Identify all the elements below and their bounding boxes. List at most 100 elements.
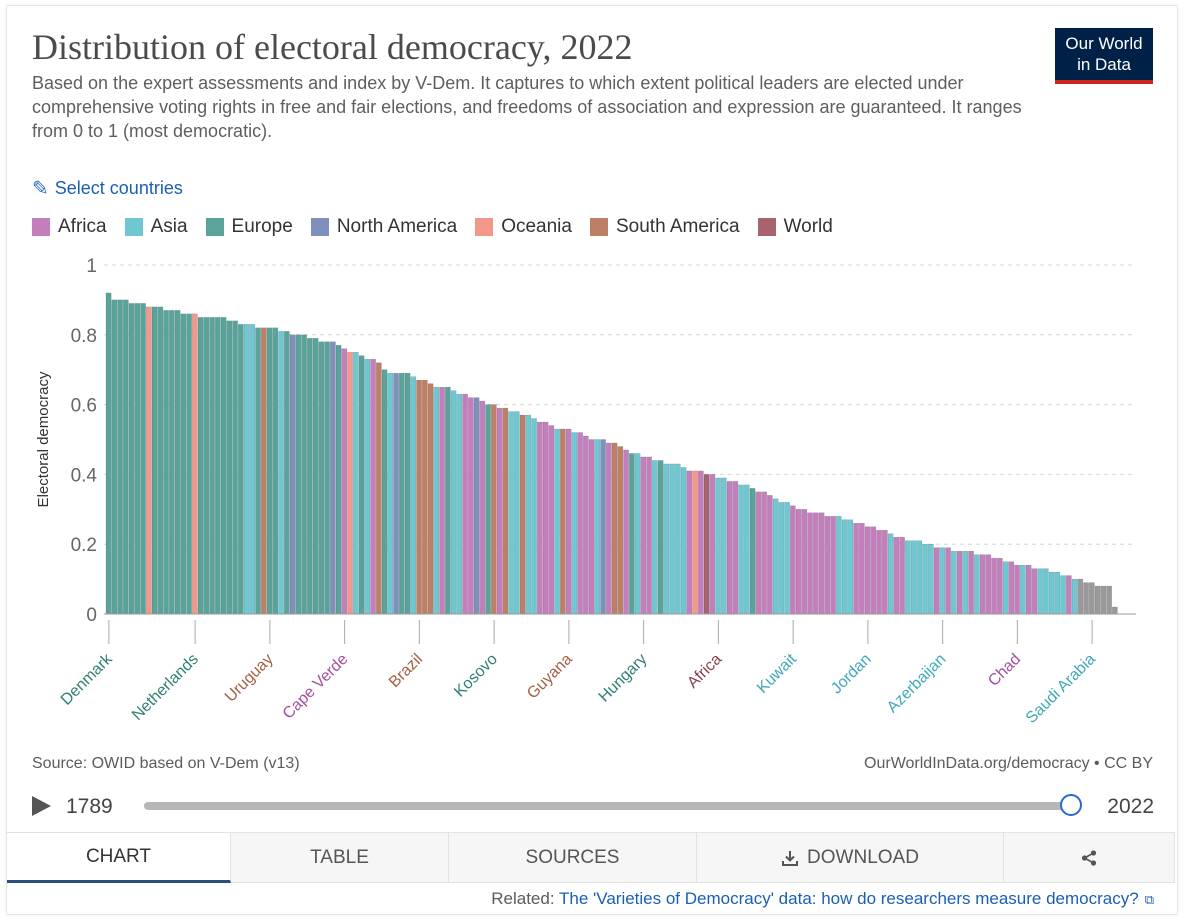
bar — [899, 537, 905, 615]
bar — [801, 509, 808, 615]
bar — [554, 428, 560, 615]
select-countries-button[interactable]: ✎ Select countries — [32, 176, 183, 201]
download-icon — [782, 850, 799, 866]
bar — [249, 324, 256, 615]
tab-chart[interactable]: CHART — [7, 833, 231, 883]
tab-sources[interactable]: SOURCES — [449, 833, 697, 883]
bar — [1048, 571, 1055, 615]
play-icon[interactable] — [32, 796, 51, 816]
bar — [692, 470, 698, 615]
legend-item-africa[interactable]: Africa — [32, 216, 107, 238]
bar — [583, 435, 589, 615]
bar — [1060, 575, 1066, 615]
x-tick-label: Netherlands — [129, 651, 202, 724]
bar — [387, 372, 394, 615]
bar — [456, 393, 463, 615]
bar — [675, 463, 681, 615]
x-tick-label: Hungary — [596, 651, 651, 706]
legend-label: North America — [336, 216, 458, 237]
bar — [209, 317, 215, 615]
bar — [163, 310, 169, 615]
timeline-start-year: 1789 — [66, 795, 113, 818]
owid-logo[interactable]: Our World in Data — [1055, 28, 1153, 84]
x-tick-label: Uruguay — [222, 651, 277, 706]
bar — [577, 432, 583, 615]
bar — [261, 327, 267, 615]
bar — [882, 530, 888, 615]
legend-label: Africa — [58, 216, 107, 237]
bar — [818, 512, 825, 615]
bar — [318, 341, 325, 615]
legend-item-north-america[interactable]: North America — [310, 216, 458, 238]
bar — [985, 554, 992, 615]
bar — [238, 324, 244, 615]
bar — [531, 418, 537, 615]
bar — [1106, 585, 1112, 615]
related-link[interactable]: The 'Varieties of Democracy' data: how d… — [558, 889, 1139, 908]
tab-share[interactable] — [1004, 833, 1175, 883]
x-tick-label: Denmark — [58, 650, 117, 709]
bar — [393, 372, 399, 615]
bar — [180, 313, 187, 615]
bar-chart: 0 0.2 0.4 0.6 0.8 1 Electoral democracy Denmark… — [35, 256, 1136, 727]
x-tick-label: Brazil — [386, 651, 426, 691]
chart-title: Distribution of electoral democracy, 202… — [32, 27, 633, 67]
bar — [565, 428, 572, 615]
bar — [956, 550, 963, 615]
bar — [991, 557, 997, 615]
bar — [502, 407, 509, 615]
y-axis-label: Electoral democracy — [35, 371, 52, 507]
legend-item-world[interactable]: World — [757, 216, 833, 238]
bar — [542, 421, 549, 615]
bar — [1066, 575, 1072, 615]
bar — [496, 407, 503, 615]
bar — [772, 498, 779, 615]
bar — [491, 404, 497, 615]
bar — [301, 334, 307, 615]
bar — [611, 442, 618, 615]
bar — [1100, 585, 1107, 615]
bar — [134, 303, 141, 615]
bar — [876, 530, 882, 615]
legend-swatch — [32, 218, 50, 236]
bar — [893, 537, 900, 615]
bar — [979, 554, 986, 615]
logo-line-2: in Data — [1077, 55, 1131, 74]
bar — [870, 526, 877, 615]
bar — [962, 550, 969, 615]
bar — [847, 519, 854, 615]
bar — [703, 474, 710, 615]
bar — [1089, 582, 1095, 615]
y-tick-label: 0.8 — [71, 326, 97, 347]
timeline-handle[interactable] — [1060, 794, 1082, 816]
tab-table[interactable]: TABLE — [231, 833, 449, 883]
select-countries-label: Select countries — [54, 178, 183, 198]
legend-item-asia[interactable]: Asia — [124, 216, 188, 238]
bar — [859, 523, 865, 615]
bar — [629, 453, 635, 615]
timeline-track[interactable] — [144, 802, 1072, 810]
bar — [416, 379, 422, 615]
legend-item-oceania[interactable]: Oceania — [475, 216, 572, 238]
share-icon — [1081, 849, 1097, 866]
tab-download[interactable]: DOWNLOAD — [697, 833, 1004, 883]
bar — [169, 310, 175, 615]
pencil-icon: ✎ — [32, 178, 49, 200]
legend-swatch — [757, 218, 776, 236]
source-url[interactable]: OurWorldInData.org/democracy • CC BY — [864, 755, 1153, 772]
legend-label: Asia — [150, 216, 188, 237]
legend-label: World — [783, 216, 833, 237]
bar — [974, 554, 980, 615]
legend-item-south-america[interactable]: South America — [589, 216, 740, 238]
tab-label: CHART — [85, 845, 152, 867]
bar — [905, 540, 911, 615]
x-tick-label: Africa — [684, 651, 725, 692]
legend-item-europe[interactable]: Europe — [205, 216, 293, 238]
y-tick-label: 0.4 — [71, 465, 98, 486]
tab-label: SOURCES — [525, 846, 620, 868]
bar — [358, 355, 365, 615]
bar — [594, 439, 601, 615]
bar — [928, 544, 934, 615]
x-tick-label: Kuwait — [754, 650, 800, 696]
legend-swatch — [124, 218, 143, 236]
